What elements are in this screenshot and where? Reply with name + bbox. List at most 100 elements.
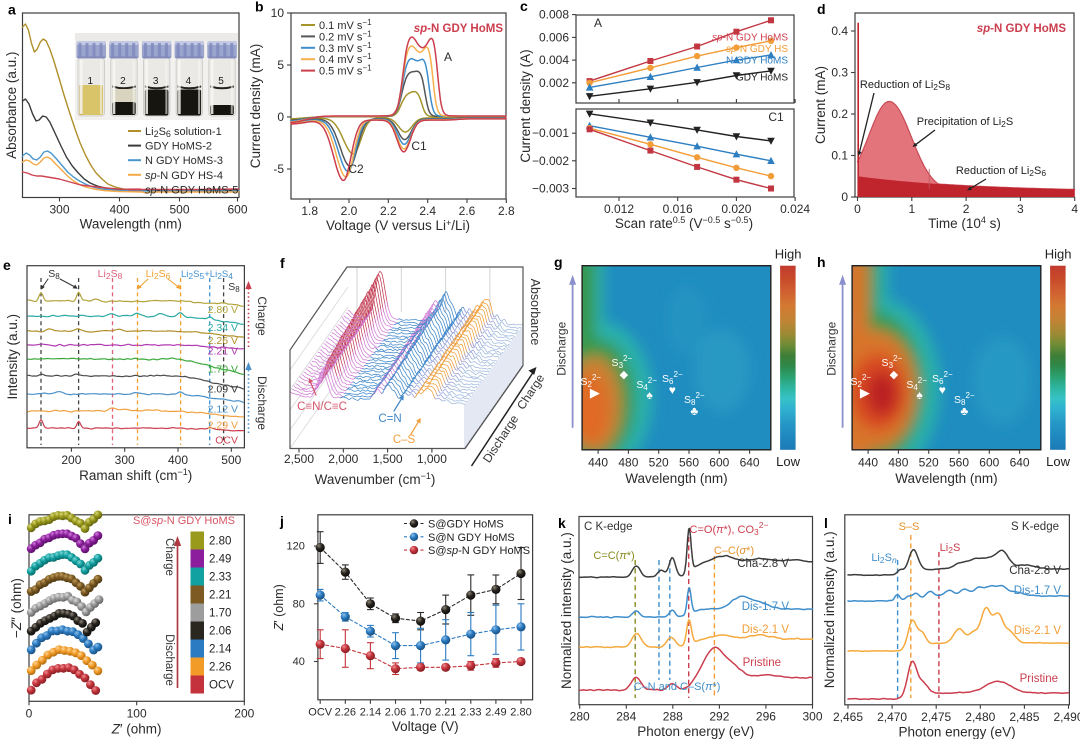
svg-text:Li2S5+Li2S4: Li2S5+Li2S4 bbox=[181, 269, 233, 281]
svg-text:Dis-1.7 V: Dis-1.7 V bbox=[742, 601, 790, 613]
svg-text:g: g bbox=[554, 254, 563, 270]
svg-text:10: 10 bbox=[271, 6, 285, 20]
svg-text:5: 5 bbox=[218, 76, 224, 87]
svg-text:Absorbance: Absorbance bbox=[528, 279, 542, 346]
svg-text:2,485: 2,485 bbox=[1009, 710, 1039, 724]
svg-text:2.80 V: 2.80 V bbox=[208, 304, 238, 316]
svg-text:a: a bbox=[8, 2, 16, 18]
svg-text:520: 520 bbox=[649, 455, 669, 469]
svg-text:A: A bbox=[594, 16, 602, 30]
svg-text:1.70: 1.70 bbox=[209, 608, 231, 620]
svg-text:Voltage (V): Voltage (V) bbox=[392, 719, 459, 734]
svg-text:3: 3 bbox=[153, 76, 159, 87]
svg-text:d: d bbox=[817, 1, 826, 17]
svg-text:Current (mA): Current (mA) bbox=[813, 66, 828, 144]
svg-text:0: 0 bbox=[854, 202, 861, 216]
svg-text:S@sp-N GDY HoMS: S@sp-N GDY HoMS bbox=[133, 515, 235, 527]
svg-text:♣: ♣ bbox=[690, 404, 698, 418]
svg-text:i: i bbox=[8, 511, 12, 527]
svg-text:0.5 mV s−1: 0.5 mV s−1 bbox=[319, 64, 372, 78]
svg-text:Normalized intensity (a.u.): Normalized intensity (a.u.) bbox=[559, 532, 574, 689]
svg-text:h: h bbox=[817, 254, 826, 270]
svg-text:sp-N GDY HoMS-5: sp-N GDY HoMS-5 bbox=[145, 184, 238, 196]
svg-text:300: 300 bbox=[49, 203, 69, 217]
svg-text:2.29 V: 2.29 V bbox=[208, 420, 238, 432]
svg-text:c: c bbox=[520, 0, 528, 14]
svg-text:Low: Low bbox=[776, 454, 800, 469]
svg-text:2.8: 2.8 bbox=[498, 204, 515, 218]
svg-text:Wavelength (nm): Wavelength (nm) bbox=[895, 471, 997, 486]
svg-text:1.70 V: 1.70 V bbox=[208, 364, 238, 376]
svg-text:640: 640 bbox=[740, 455, 760, 469]
svg-text:0.3: 0.3 bbox=[831, 66, 848, 80]
svg-text:400: 400 bbox=[109, 203, 129, 217]
svg-text:sp-N GDY HoMS: sp-N GDY HoMS bbox=[977, 23, 1067, 35]
svg-text:Intensity (a.u.): Intensity (a.u.) bbox=[5, 314, 20, 400]
svg-text:0: 0 bbox=[841, 190, 848, 204]
svg-text:Wavelength (nm): Wavelength (nm) bbox=[80, 217, 182, 232]
svg-text:2.49: 2.49 bbox=[209, 554, 231, 566]
svg-text:292: 292 bbox=[709, 710, 729, 724]
svg-text:♥: ♥ bbox=[669, 383, 676, 397]
svg-text:sp-N GDY HS: sp-N GDY HS bbox=[726, 44, 788, 55]
svg-text:♣: ♣ bbox=[960, 404, 968, 418]
svg-text:−0.003: −0.003 bbox=[532, 182, 569, 196]
svg-text:S K-edge: S K-edge bbox=[1011, 521, 1059, 533]
svg-text:Li2S8: Li2S8 bbox=[98, 268, 123, 281]
svg-text:1: 1 bbox=[908, 202, 915, 216]
svg-text:2,480: 2,480 bbox=[965, 710, 995, 724]
svg-text:Charge: Charge bbox=[255, 296, 269, 336]
svg-text:2,500: 2,500 bbox=[284, 452, 314, 466]
svg-text:OCV: OCV bbox=[209, 680, 234, 692]
svg-text:b: b bbox=[255, 0, 264, 15]
svg-text:640: 640 bbox=[1010, 455, 1030, 469]
svg-text:S@sp-N GDY HoMS: S@sp-N GDY HoMS bbox=[428, 545, 530, 557]
svg-text:Reduction of Li2S6: Reduction of Li2S6 bbox=[956, 165, 1046, 178]
svg-text:2.49: 2.49 bbox=[485, 706, 506, 718]
svg-text:2.26: 2.26 bbox=[335, 706, 356, 718]
svg-text:2.21 V: 2.21 V bbox=[208, 346, 238, 358]
svg-text:2.26 V: 2.26 V bbox=[208, 335, 238, 347]
svg-text:5: 5 bbox=[277, 58, 284, 72]
svg-text:560: 560 bbox=[679, 455, 699, 469]
svg-text:2.34 V: 2.34 V bbox=[208, 322, 238, 334]
svg-text:2,465: 2,465 bbox=[833, 710, 863, 724]
svg-text:Li2Sn: Li2Sn bbox=[871, 552, 897, 565]
svg-text:4: 4 bbox=[186, 76, 192, 87]
svg-text:480: 480 bbox=[888, 455, 908, 469]
svg-text:S8: S8 bbox=[228, 281, 240, 294]
svg-text:600: 600 bbox=[709, 455, 729, 469]
svg-text:Raman shift (cm−1): Raman shift (cm−1) bbox=[79, 467, 192, 483]
svg-text:2.4: 2.4 bbox=[419, 204, 436, 218]
svg-text:Voltage (V versus Li+/Li): Voltage (V versus Li+/Li) bbox=[326, 218, 470, 233]
svg-text:Z′ (ohm): Z′ (ohm) bbox=[272, 584, 286, 631]
svg-text:Photon energy (eV): Photon energy (eV) bbox=[637, 724, 754, 739]
svg-text:N GDY HoMS: N GDY HoMS bbox=[726, 56, 788, 67]
svg-text:2.2: 2.2 bbox=[380, 204, 397, 218]
svg-text:♠: ♠ bbox=[916, 388, 923, 402]
svg-text:C=C(π*): C=C(π*) bbox=[593, 550, 634, 562]
svg-text:2: 2 bbox=[120, 76, 126, 87]
svg-text:80: 80 bbox=[293, 598, 305, 610]
svg-text:0: 0 bbox=[277, 110, 284, 124]
svg-text:-5: -5 bbox=[273, 162, 284, 176]
svg-text:Time (104 s): Time (104 s) bbox=[928, 215, 1001, 231]
svg-text:0.4: 0.4 bbox=[831, 24, 848, 38]
svg-text:300: 300 bbox=[115, 453, 135, 467]
svg-text:C2: C2 bbox=[348, 162, 364, 176]
svg-text:2: 2 bbox=[963, 202, 970, 216]
svg-text:2.0: 2.0 bbox=[341, 204, 358, 218]
svg-text:0.4 mV s−1: 0.4 mV s−1 bbox=[319, 52, 372, 66]
svg-text:A: A bbox=[444, 50, 452, 64]
svg-text:500: 500 bbox=[221, 453, 241, 467]
svg-text:e: e bbox=[3, 257, 11, 273]
svg-text:296: 296 bbox=[756, 710, 776, 724]
svg-text:S@N GDY HoMS: S@N GDY HoMS bbox=[428, 532, 515, 544]
svg-text:Pristine: Pristine bbox=[1020, 673, 1058, 685]
svg-text:sp-N GDY HoMS: sp-N GDY HoMS bbox=[712, 33, 788, 44]
svg-text:Dis-2.1 V: Dis-2.1 V bbox=[742, 624, 790, 636]
svg-text:Li2S6: Li2S6 bbox=[146, 268, 171, 281]
svg-text:2.6: 2.6 bbox=[459, 204, 476, 218]
svg-text:560: 560 bbox=[949, 455, 969, 469]
svg-text:1.8: 1.8 bbox=[301, 204, 318, 218]
